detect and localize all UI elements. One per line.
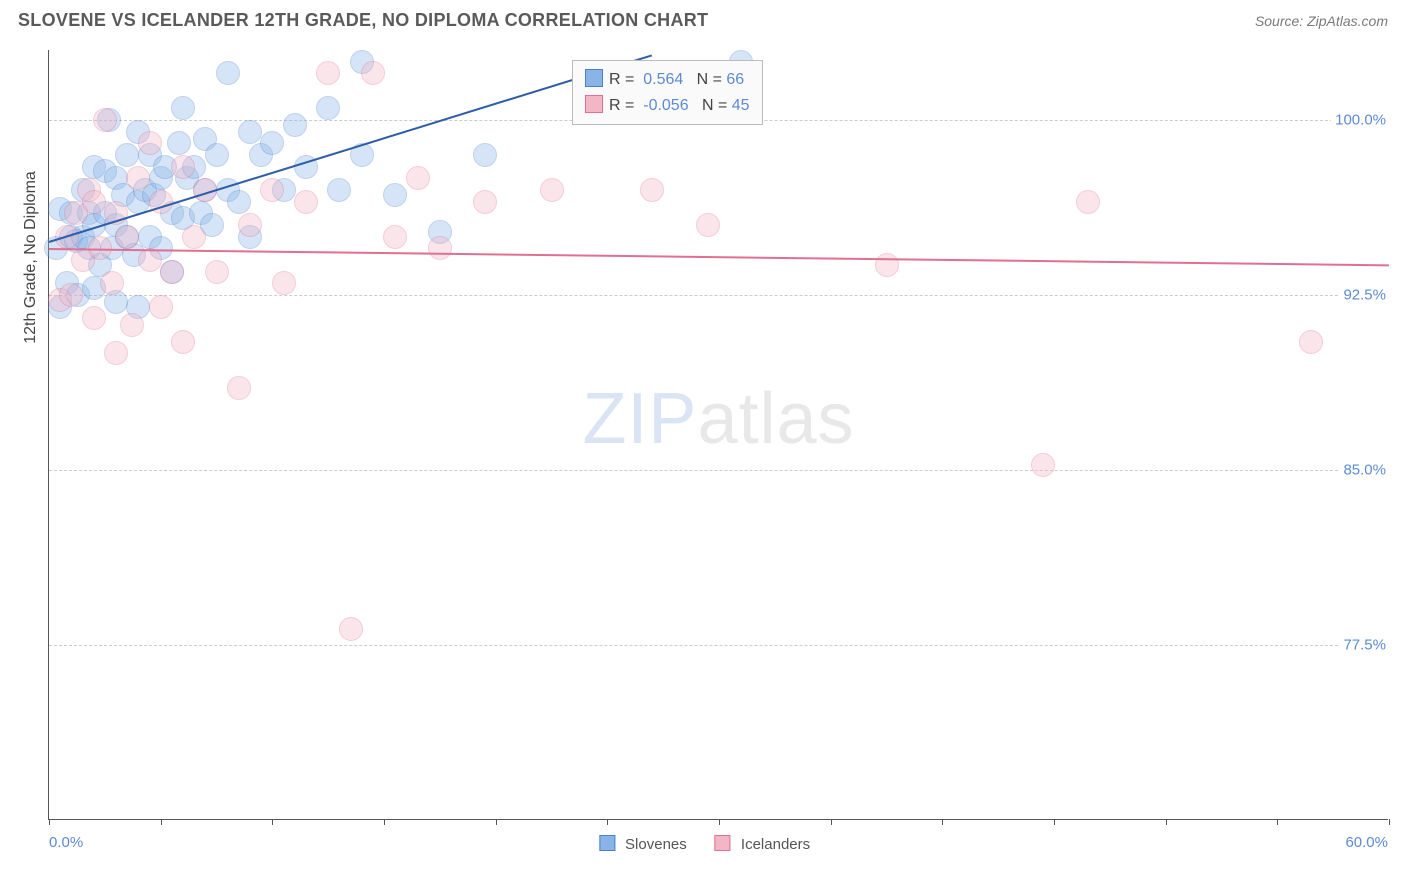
data-point — [361, 61, 385, 85]
x-tick — [384, 819, 385, 825]
data-point — [1299, 330, 1323, 354]
data-point — [316, 96, 340, 120]
data-point — [260, 131, 284, 155]
data-point — [640, 178, 664, 202]
data-point — [428, 236, 452, 260]
x-tick — [942, 819, 943, 825]
data-point — [59, 283, 83, 307]
data-point — [82, 190, 106, 214]
x-tick — [1054, 819, 1055, 825]
x-tick — [719, 819, 720, 825]
data-point — [82, 306, 106, 330]
data-point — [216, 61, 240, 85]
data-point — [316, 61, 340, 85]
data-point — [227, 190, 251, 214]
watermark: ZIPatlas — [582, 378, 854, 460]
data-point — [875, 253, 899, 277]
data-point — [473, 143, 497, 167]
data-point — [1076, 190, 1100, 214]
data-point — [406, 166, 430, 190]
legend-item: Slovenes — [599, 836, 687, 853]
data-point — [93, 108, 117, 132]
x-tick — [607, 819, 608, 825]
data-point — [238, 120, 262, 144]
legend-swatch — [715, 835, 731, 851]
data-point — [160, 260, 184, 284]
data-point — [238, 213, 262, 237]
data-point — [540, 178, 564, 202]
data-point — [1031, 453, 1055, 477]
legend-row: R = -0.056 N = 45 — [585, 93, 750, 119]
data-point — [205, 143, 229, 167]
chart-source: Source: ZipAtlas.com — [1255, 13, 1388, 29]
x-tick — [496, 819, 497, 825]
legend-row: R = 0.564 N = 66 — [585, 67, 750, 93]
data-point — [294, 190, 318, 214]
x-tick-label: 0.0% — [49, 834, 83, 851]
data-point — [383, 225, 407, 249]
trend-line — [49, 248, 1389, 266]
y-tick-label: 100.0% — [1331, 112, 1390, 129]
data-point — [260, 178, 284, 202]
x-tick — [1277, 819, 1278, 825]
gridline — [49, 470, 1388, 471]
data-point — [327, 178, 351, 202]
data-point — [182, 225, 206, 249]
data-point — [283, 113, 307, 137]
data-point — [138, 131, 162, 155]
data-point — [473, 190, 497, 214]
legend-item: Icelanders — [715, 836, 810, 853]
x-tick — [831, 819, 832, 825]
data-point — [696, 213, 720, 237]
data-point — [138, 248, 162, 272]
data-point — [167, 131, 191, 155]
data-point — [171, 155, 195, 179]
data-point — [227, 376, 251, 400]
y-tick-label: 92.5% — [1339, 287, 1390, 304]
x-tick — [49, 819, 50, 825]
data-point — [171, 330, 195, 354]
legend-swatch — [585, 69, 603, 87]
data-point — [104, 341, 128, 365]
legend-swatch — [599, 835, 615, 851]
x-tick — [272, 819, 273, 825]
x-tick — [1389, 819, 1390, 825]
data-point — [100, 271, 124, 295]
stats-legend: R = 0.564 N = 66R = -0.056 N = 45 — [572, 60, 763, 125]
data-point — [171, 96, 195, 120]
data-point — [115, 143, 139, 167]
x-tick-label: 60.0% — [1345, 834, 1388, 851]
x-tick — [161, 819, 162, 825]
legend-swatch — [585, 95, 603, 113]
y-tick-label: 85.0% — [1339, 462, 1390, 479]
y-tick-label: 77.5% — [1339, 637, 1390, 654]
data-point — [115, 225, 139, 249]
data-point — [339, 617, 363, 641]
data-point — [149, 295, 173, 319]
chart-title: SLOVENE VS ICELANDER 12TH GRADE, NO DIPL… — [18, 10, 708, 31]
data-point — [126, 166, 150, 190]
data-point — [272, 271, 296, 295]
series-legend: Slovenes Icelanders — [599, 835, 838, 853]
y-axis-label: 12th Grade, No Diploma — [22, 171, 40, 344]
scatter-chart: ZIPatlas 77.5%85.0%92.5%100.0%0.0%60.0%R… — [48, 50, 1388, 820]
x-tick — [1166, 819, 1167, 825]
data-point — [383, 183, 407, 207]
gridline — [49, 295, 1388, 296]
data-point — [120, 313, 144, 337]
data-point — [205, 260, 229, 284]
gridline — [49, 645, 1388, 646]
